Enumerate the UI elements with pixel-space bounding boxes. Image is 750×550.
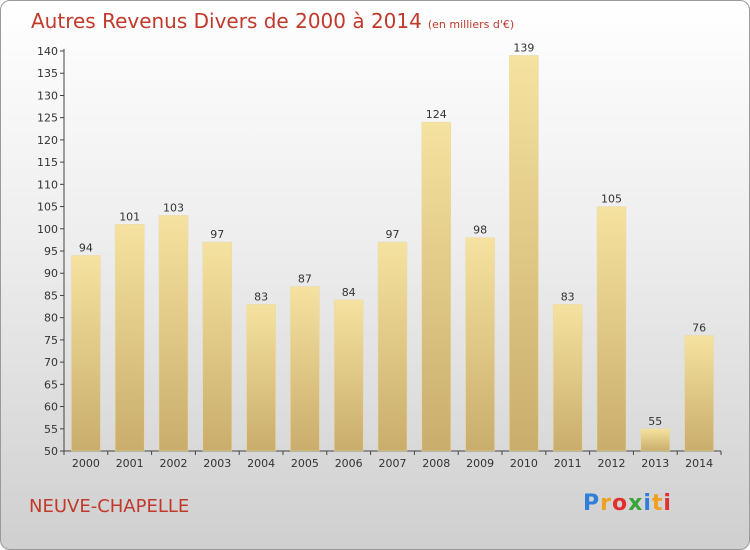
logo-letter: r bbox=[600, 491, 612, 516]
y-tick-label: 55 bbox=[44, 423, 58, 436]
bar bbox=[552, 304, 583, 452]
bar bbox=[290, 286, 320, 452]
bar bbox=[421, 121, 452, 452]
data-label: 84 bbox=[342, 286, 356, 299]
y-tick-label: 90 bbox=[44, 267, 58, 280]
x-tick-label: 2004 bbox=[247, 457, 275, 470]
bar bbox=[509, 55, 539, 452]
bar bbox=[246, 304, 276, 452]
y-tick-label: 65 bbox=[44, 378, 58, 391]
y-tick-label: 140 bbox=[37, 45, 58, 58]
bar bbox=[333, 299, 364, 452]
y-tick-label: 60 bbox=[44, 401, 58, 414]
bar bbox=[640, 428, 671, 452]
x-tick-label: 2006 bbox=[335, 457, 363, 470]
y-tick-label: 115 bbox=[37, 156, 58, 169]
x-tick-label: 2010 bbox=[510, 457, 538, 470]
bar bbox=[202, 241, 233, 452]
x-tick-label: 2001 bbox=[116, 457, 144, 470]
data-label: 103 bbox=[163, 201, 184, 214]
bar bbox=[465, 237, 495, 452]
x-tick-label: 2003 bbox=[203, 457, 231, 470]
x-tick-label: 2008 bbox=[422, 457, 450, 470]
x-tick-label: 2014 bbox=[685, 457, 713, 470]
y-tick-label: 80 bbox=[44, 312, 58, 325]
data-label: 97 bbox=[386, 228, 400, 241]
logo-letter: P bbox=[583, 491, 601, 516]
x-tick-label: 2000 bbox=[72, 457, 100, 470]
y-tick-label: 50 bbox=[44, 445, 58, 458]
bar bbox=[114, 224, 145, 452]
data-label: 83 bbox=[254, 290, 268, 303]
x-tick-label: 2002 bbox=[160, 457, 188, 470]
y-tick-label: 105 bbox=[37, 201, 58, 214]
data-label: 139 bbox=[513, 41, 534, 54]
x-tick-label: 2005 bbox=[291, 457, 319, 470]
data-label: 101 bbox=[119, 210, 140, 223]
data-label: 83 bbox=[561, 290, 575, 303]
y-tick-label: 75 bbox=[44, 334, 58, 347]
y-tick-label: 110 bbox=[37, 178, 58, 191]
chart-title: Autres Revenus Divers de 2000 à 2014 (en … bbox=[31, 9, 514, 33]
y-tick-label: 120 bbox=[37, 134, 58, 147]
data-label: 76 bbox=[692, 321, 706, 334]
x-tick-label: 2007 bbox=[379, 457, 407, 470]
x-tick-label: 2012 bbox=[598, 457, 626, 470]
data-label: 94 bbox=[79, 241, 93, 254]
x-tick-label: 2013 bbox=[641, 457, 669, 470]
x-tick-label: 2011 bbox=[554, 457, 582, 470]
y-tick-label: 85 bbox=[44, 289, 58, 302]
data-label: 124 bbox=[426, 108, 447, 121]
y-tick-label: 100 bbox=[37, 223, 58, 236]
proxiti-logo: Proxiti bbox=[583, 491, 672, 516]
data-label: 97 bbox=[210, 228, 224, 241]
y-tick-label: 135 bbox=[37, 67, 58, 80]
y-tick-label: 130 bbox=[37, 89, 58, 102]
data-label: 55 bbox=[648, 415, 662, 428]
title-text: Autres Revenus Divers de 2000 à 2014 bbox=[31, 9, 422, 33]
unit-note: (en milliers d'€) bbox=[427, 18, 515, 31]
bar bbox=[377, 241, 408, 452]
y-tick-label: 70 bbox=[44, 356, 58, 369]
logo-letter: i bbox=[643, 491, 652, 516]
logo-letter: x bbox=[628, 491, 644, 516]
y-tick-label: 95 bbox=[44, 245, 58, 258]
bar bbox=[71, 255, 101, 452]
data-label: 105 bbox=[601, 193, 622, 206]
place-label: NEUVE-CHAPELLE bbox=[29, 496, 190, 517]
bar bbox=[158, 215, 189, 452]
data-label: 87 bbox=[298, 273, 312, 286]
y-tick-label: 125 bbox=[37, 112, 58, 125]
logo-letter: i bbox=[663, 491, 672, 516]
x-tick-label: 2009 bbox=[466, 457, 494, 470]
logo-letter: t bbox=[651, 491, 664, 516]
data-label: 98 bbox=[473, 224, 487, 237]
bar bbox=[596, 206, 627, 452]
logo-letter: o bbox=[611, 491, 629, 516]
bar bbox=[684, 335, 714, 452]
